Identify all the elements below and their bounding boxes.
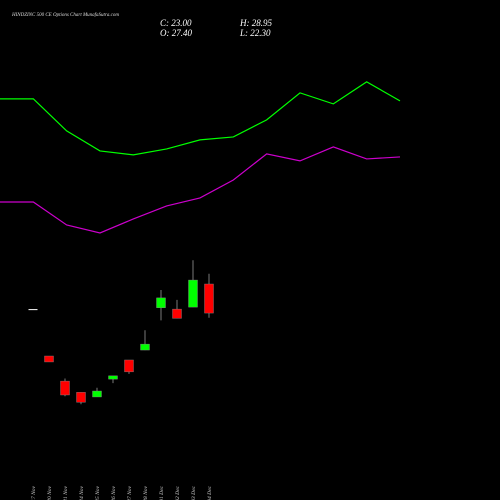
candle-body [44, 355, 54, 363]
header-open: O: 27.40 [160, 28, 192, 38]
x-tick-label: 27 Nov [127, 485, 133, 500]
candle-body [204, 283, 214, 314]
x-tick-label: 02 Dec [175, 485, 181, 500]
x-tick-label: 28 Nov [143, 485, 149, 500]
candle-body [188, 279, 198, 308]
indicator-line [0, 146, 401, 234]
candle-body [76, 392, 86, 403]
header-high: H: 28.95 [239, 18, 272, 28]
candle-body [140, 343, 150, 351]
x-tick-label: 21 Nov [63, 485, 69, 500]
x-tick-label: 26 Nov [111, 485, 117, 500]
x-tick-label: 17 Nov [31, 485, 37, 500]
candle-body [156, 297, 166, 308]
x-tick-label: 03 Dec [191, 485, 197, 500]
x-tick-label: 20 Nov [47, 485, 53, 500]
x-tick-label: 24 Nov [78, 485, 85, 500]
candle-body [60, 380, 70, 396]
candle-body [28, 309, 38, 311]
header-close: C: 23.00 [160, 18, 192, 28]
candle-body [92, 390, 102, 398]
chart-title: HINDZINC 500 CE Options Chart MunafaSutr… [11, 13, 119, 18]
candle-body [172, 308, 182, 319]
candle-body [124, 359, 134, 373]
candle-body [108, 375, 118, 380]
x-tick-label: 01 Dec [159, 485, 165, 500]
header-low: L: 22.30 [239, 28, 271, 38]
x-tick-label: 25 Nov [95, 485, 101, 500]
x-tick-label: 04 Dec [206, 485, 213, 500]
indicator-line [0, 81, 401, 156]
